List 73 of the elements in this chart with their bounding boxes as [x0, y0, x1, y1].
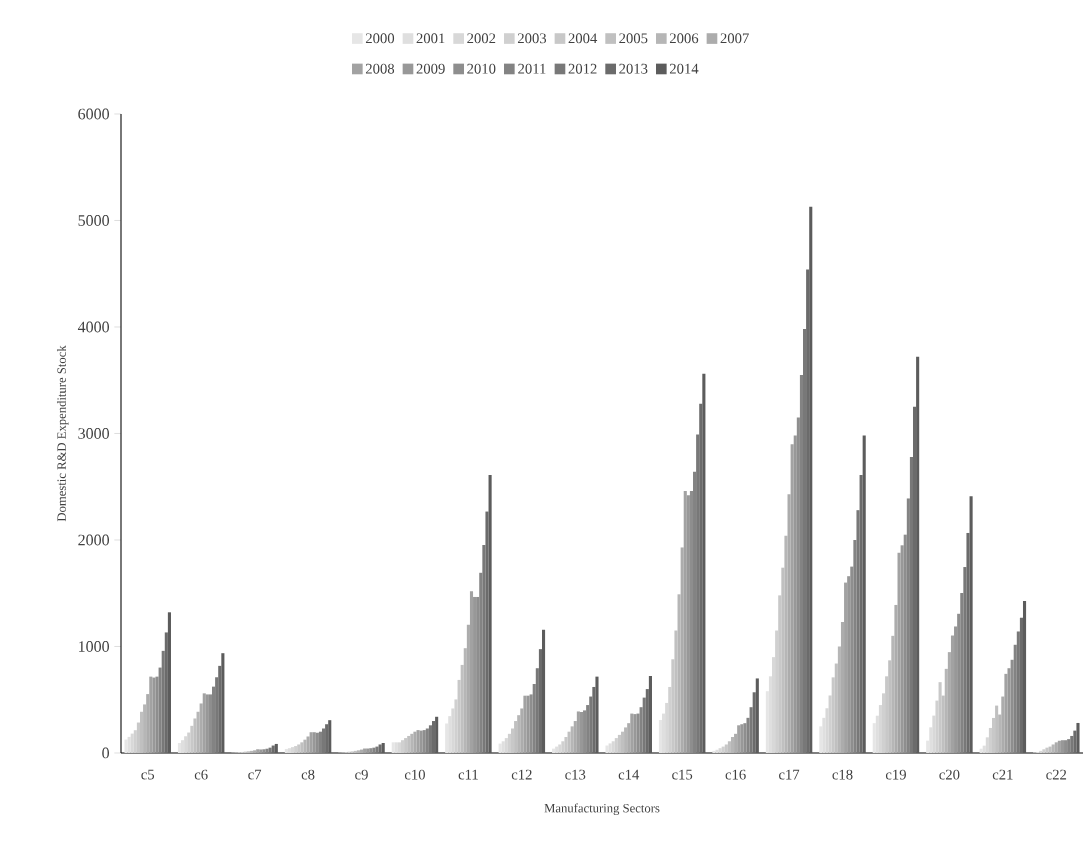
bar — [221, 653, 225, 753]
legend-label: 2006 — [669, 33, 699, 44]
y-tick-label: 5000 — [78, 215, 110, 226]
legend-label: 2003 — [517, 33, 547, 44]
bar — [469, 591, 474, 753]
bar — [730, 737, 735, 753]
legend-label: 2011 — [518, 63, 546, 74]
legend-label: 2004 — [568, 33, 598, 44]
y-tick-label: 4000 — [77, 321, 110, 333]
bar — [648, 675, 652, 753]
y-tick-label: 0 — [102, 747, 110, 759]
bar — [287, 748, 292, 753]
legend-label: 2012 — [568, 63, 597, 74]
y-axis-title: Domestic R&D Expenditure Stock — [56, 345, 69, 522]
x-tick-label: c22 — [1046, 769, 1067, 780]
legend-label: 2010 — [467, 63, 496, 74]
bar — [1073, 730, 1077, 753]
legend-label: 2005 — [619, 33, 648, 44]
bar — [1070, 735, 1074, 753]
x-tick-label: c14 — [618, 769, 640, 780]
x-tick-label: c19 — [885, 769, 906, 780]
legend-label: 2002 — [467, 33, 496, 44]
bar — [916, 356, 920, 753]
x-tick-label: c10 — [404, 769, 425, 780]
bar — [702, 373, 706, 753]
bar — [809, 206, 813, 753]
legend-label: 2001 — [416, 33, 445, 44]
bar — [620, 731, 625, 753]
bar — [752, 692, 756, 753]
bar — [435, 716, 439, 753]
x-tick-label: c12 — [511, 769, 532, 780]
x-tick-label: c5 — [141, 769, 155, 780]
x-tick-label: c8 — [301, 769, 315, 780]
bar — [862, 435, 866, 753]
bar — [1022, 601, 1027, 753]
bar — [488, 475, 492, 753]
x-tick-label: c7 — [248, 769, 262, 780]
x-tick-label: c15 — [672, 769, 693, 780]
bar — [328, 720, 332, 753]
legend-label: 2014 — [669, 63, 699, 74]
bar — [1076, 722, 1080, 753]
legend-label: 2007 — [720, 33, 749, 44]
x-tick-label: c6 — [194, 769, 208, 780]
legend-label: 2013 — [619, 63, 648, 74]
bar — [167, 612, 171, 753]
bar — [755, 678, 759, 753]
legend-label: 2008 — [365, 63, 395, 74]
bar — [595, 676, 599, 753]
bar — [617, 734, 621, 753]
bar — [177, 742, 182, 753]
bar — [181, 740, 185, 753]
bar — [541, 629, 546, 753]
y-tick-label: 2000 — [78, 534, 110, 546]
legend-label: 2000 — [365, 33, 395, 44]
x-tick-label: c17 — [779, 769, 800, 780]
x-tick-label: c11 — [458, 769, 478, 780]
x-tick-label: c18 — [832, 769, 853, 780]
y-tick-label: 6000 — [78, 108, 110, 120]
bar — [969, 496, 973, 753]
legend-label: 2009 — [416, 63, 445, 74]
x-axis-title: Manufacturing Sectors — [544, 803, 660, 816]
x-tick-label: c20 — [939, 769, 960, 780]
y-tick-label: 1000 — [79, 641, 110, 652]
bar — [184, 736, 188, 753]
x-tick-label: c9 — [355, 769, 368, 780]
x-tick-label: c21 — [992, 769, 1013, 780]
bar — [579, 711, 584, 753]
x-tick-label: c16 — [725, 769, 746, 780]
bar — [318, 731, 323, 753]
y-tick-label: 3000 — [78, 428, 110, 439]
x-tick-label: c13 — [565, 769, 586, 780]
bar — [1060, 740, 1065, 753]
bar — [749, 707, 753, 753]
